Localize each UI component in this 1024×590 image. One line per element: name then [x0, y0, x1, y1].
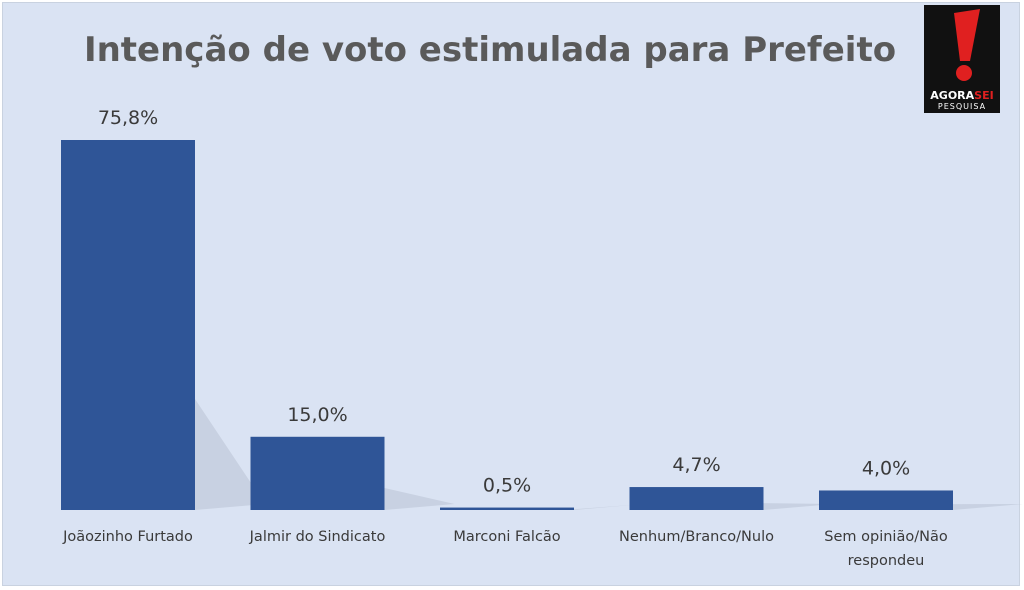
logo-mark-icon [924, 5, 1000, 113]
data-label-jalmir-do-sindicato: 15,0% [287, 404, 347, 426]
bar-shadow-marconi-falcao [574, 504, 644, 510]
category-label-jalmir-do-sindicato: Jalmir do Sindicato [249, 529, 386, 545]
category-label-joaozinho-furtado: Joãozinho Furtado [62, 529, 193, 545]
logo-wordmark-part2: SEI [974, 89, 994, 102]
bar-shadow-joaozinho-furtado [195, 399, 265, 510]
bar-marconi-falcao [440, 507, 574, 510]
category-label-sem-opiniao-nao-respondeu-line-2: respondeu [848, 553, 925, 569]
bar-shadow-jalmir-do-sindicato [384, 488, 455, 510]
agorasei-logo: AGORASEI PESQUISA [924, 5, 1000, 113]
bar-joaozinho-furtado [61, 140, 195, 510]
bar-sem-opiniao-nao-respondeu [819, 490, 953, 510]
logo-wordmark-part1: AGORA [930, 89, 975, 102]
bar-shadow-nenhum-branco-nulo [763, 503, 834, 510]
logo-tagline: PESQUISA [937, 102, 987, 111]
bar-nenhum-branco-nulo [629, 487, 764, 510]
category-label-sem-opiniao-nao-respondeu-line-1: Sem opinião/Não [824, 529, 948, 545]
category-label-nenhum-branco-nulo: Nenhum/Branco/Nulo [619, 529, 774, 545]
category-label-marconi-falcao: Marconi Falcão [453, 529, 560, 545]
data-label-joaozinho-furtado: 75,8% [98, 107, 158, 129]
bar-jalmir-do-sindicato [250, 436, 385, 510]
chart-title: Intenção de voto estimulada para Prefeit… [83, 30, 897, 70]
bar-shadow-sem-opiniao-nao-respondeu [953, 504, 1023, 510]
data-label-marconi-falcao: 0,5% [483, 475, 531, 497]
data-label-nenhum-branco-nulo: 4,7% [672, 454, 720, 476]
data-label-sem-opiniao-nao-respondeu: 4,0% [862, 457, 910, 479]
logo-wordmark: AGORASEI [924, 89, 1000, 102]
